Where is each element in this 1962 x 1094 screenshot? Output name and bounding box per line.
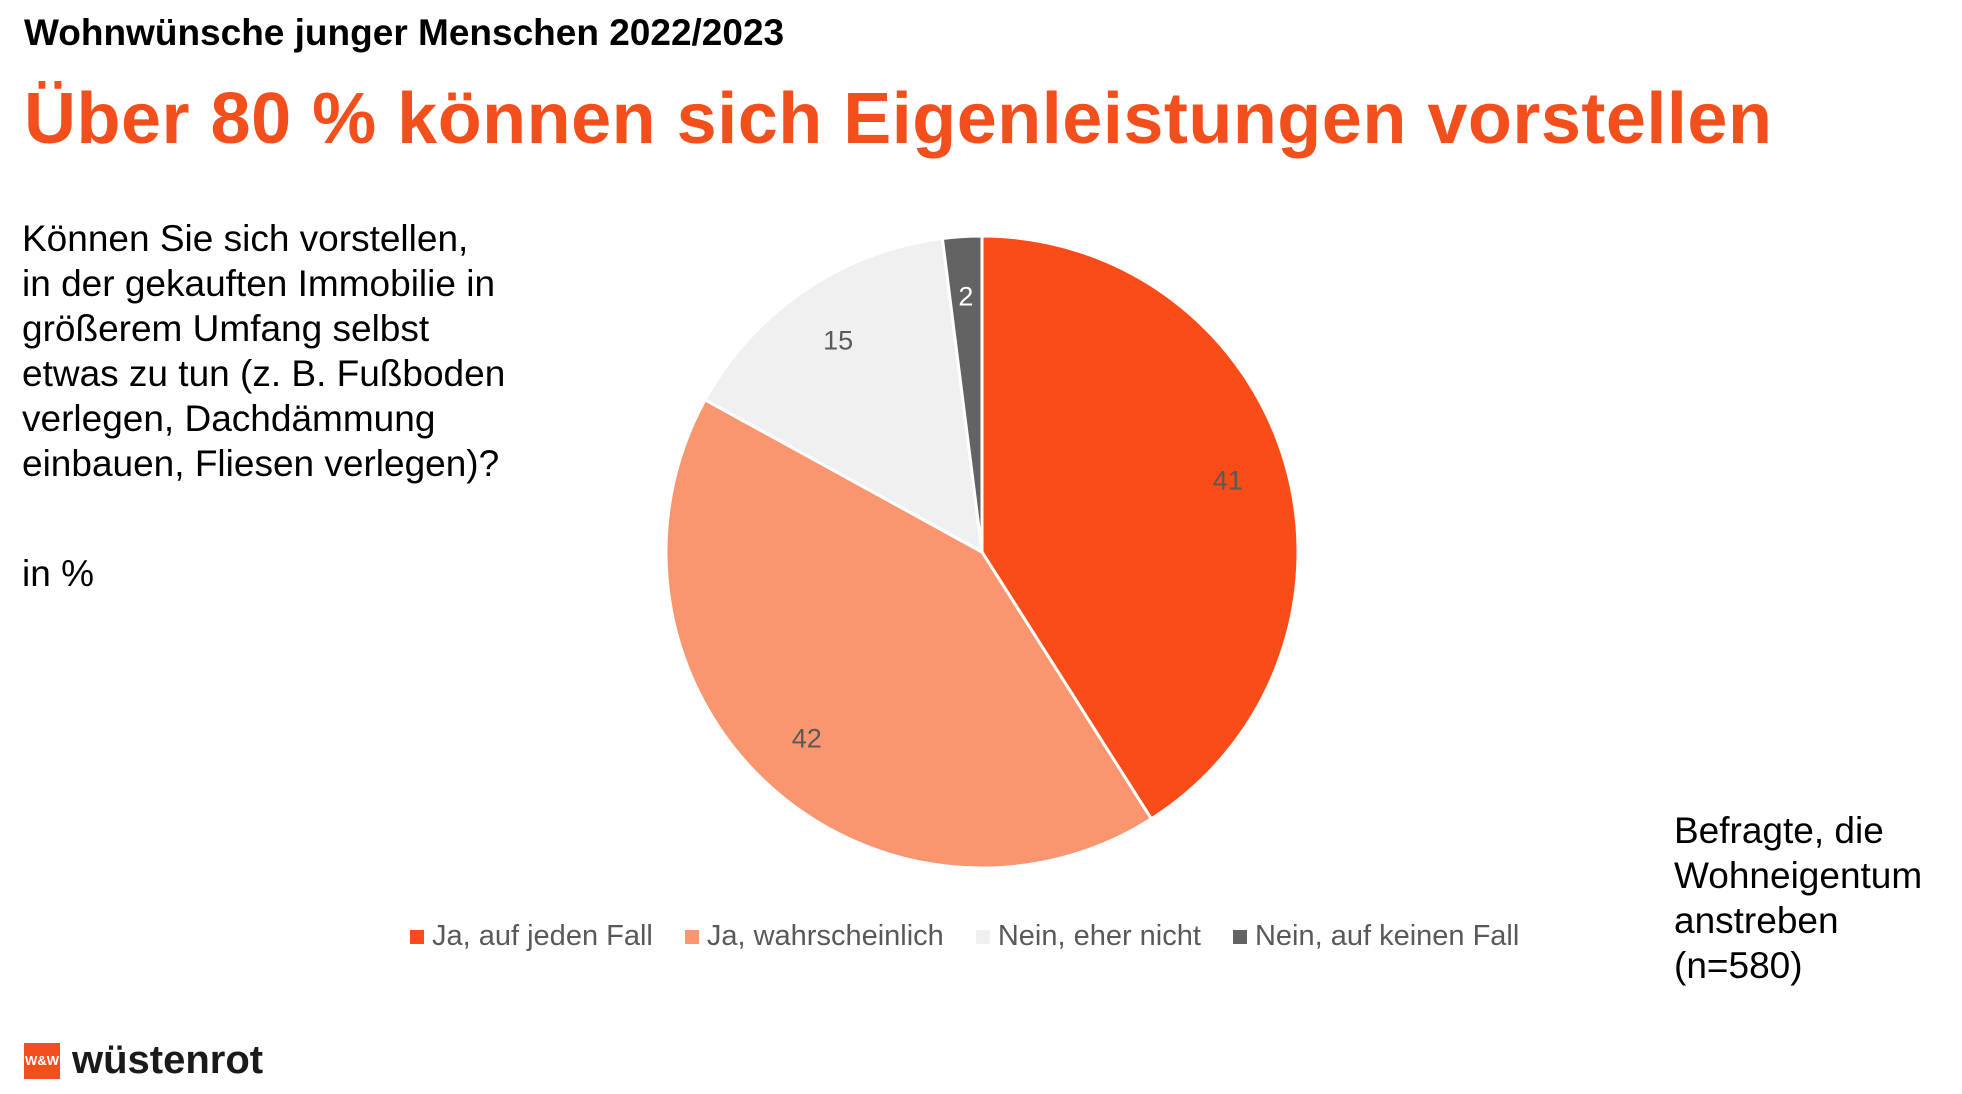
legend-label: Ja, wahrscheinlich	[706, 920, 944, 952]
chart-kicker: Wohnwünsche junger Menschen 2022/2023	[24, 12, 785, 53]
pie-slice	[664, 397, 1154, 870]
pie-data-label: 15	[823, 325, 853, 355]
legend-item: Nein, auf keinen Fall	[1232, 920, 1520, 953]
legend-label: Nein, eher nicht	[997, 920, 1201, 952]
sample-line: Befragte, die	[1674, 810, 1884, 851]
legend-swatch	[1232, 929, 1247, 944]
survey-question: Können Sie sich vorstellen, in der gekau…	[22, 216, 582, 486]
legend-swatch	[975, 929, 990, 944]
logo-mark-icon: W&W	[24, 1042, 60, 1079]
pie-data-label: 2	[958, 282, 973, 312]
question-line: etwas zu tun (z. B. Fußboden	[22, 353, 506, 394]
pie-slice	[980, 234, 1300, 821]
pie-slice	[940, 234, 984, 553]
sample-line: (n=580)	[1674, 945, 1803, 986]
logo-text: wüstenrot	[72, 1038, 264, 1082]
question-line: in der gekauften Immobilie in	[22, 263, 496, 304]
question-line: Können Sie sich vorstellen,	[22, 218, 469, 259]
chart-legend: Ja, auf jeden Fall Ja, wahrscheinlich Ne…	[410, 920, 1519, 953]
sample-line: anstreben	[1674, 900, 1839, 941]
legend-item: Ja, auf jeden Fall	[410, 920, 653, 953]
chart-headline: Über 80 % können sich Eigenleistungen vo…	[24, 79, 1773, 159]
question-line: verlegen, Dachdämmung	[22, 398, 436, 439]
legend-swatch	[410, 929, 424, 944]
pie-slice	[703, 236, 984, 555]
legend-item: Ja, wahrscheinlich	[684, 920, 944, 953]
pie-data-label: 42	[792, 724, 822, 754]
legend-item: Nein, eher nicht	[975, 920, 1201, 953]
unit-label: in %	[22, 553, 94, 594]
wuestenrot-logo: W&W wüstenrot	[24, 1038, 263, 1083]
sample-note: Befragte, die Wohneigentum anstreben (n=…	[1674, 808, 1922, 988]
question-line: einbauen, Fliesen verlegen)?	[22, 443, 500, 484]
question-line: größerem Umfang selbst	[22, 308, 430, 349]
legend-label: Nein, auf keinen Fall	[1254, 920, 1520, 952]
pie-data-label: 41	[1213, 466, 1243, 496]
sample-line: Wohneigentum	[1674, 855, 1923, 896]
legend-label: Ja, auf jeden Fall	[432, 920, 653, 952]
legend-swatch	[684, 929, 699, 944]
